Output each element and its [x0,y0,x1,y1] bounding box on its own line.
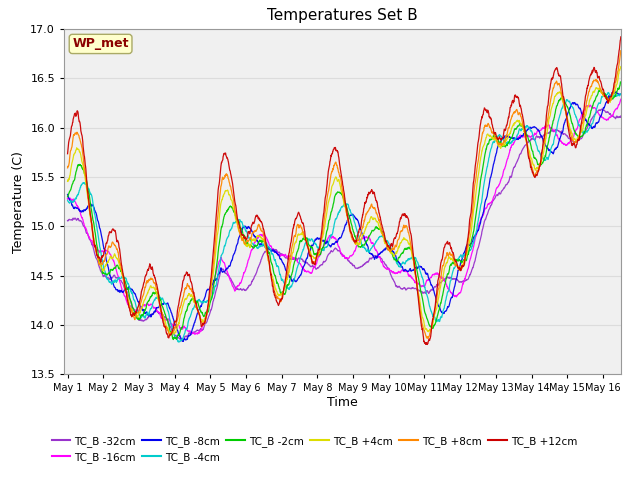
Legend: TC_B -32cm, TC_B -16cm, TC_B -8cm, TC_B -4cm, TC_B -2cm, TC_B +4cm, TC_B +8cm, T: TC_B -32cm, TC_B -16cm, TC_B -8cm, TC_B … [47,432,582,467]
Y-axis label: Temperature (C): Temperature (C) [12,151,25,252]
Title: Temperatures Set B: Temperatures Set B [267,9,418,24]
Text: WP_met: WP_met [72,37,129,50]
X-axis label: Time: Time [327,396,358,409]
